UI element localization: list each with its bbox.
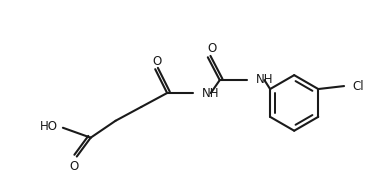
Text: O: O: [207, 42, 216, 55]
Text: NH: NH: [202, 87, 219, 100]
Text: O: O: [69, 160, 78, 173]
Text: O: O: [153, 55, 162, 68]
Text: HO: HO: [40, 120, 58, 133]
Text: Cl: Cl: [352, 80, 364, 93]
Text: NH: NH: [255, 73, 273, 86]
